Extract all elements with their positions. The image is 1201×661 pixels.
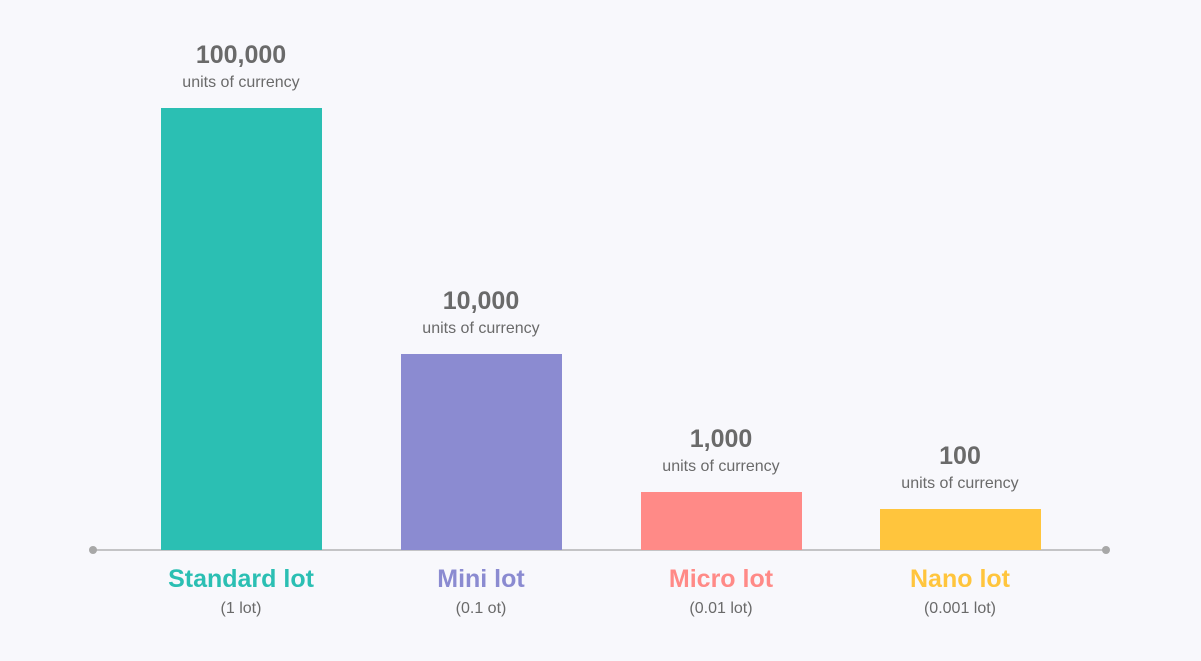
bar-1 (400, 354, 562, 550)
category-sublabel: (1 lot) (220, 600, 262, 617)
bar-3 (879, 509, 1041, 550)
data-label-value: 100,000 (195, 41, 287, 69)
category-sublabel: (0.01 lot) (689, 600, 753, 617)
category-label: Nano lot (910, 565, 1010, 593)
data-label-value: 100 (939, 442, 981, 470)
category-sublabel: (0.1 ot) (455, 600, 507, 617)
category-sublabel: (0.001 lot) (923, 600, 997, 617)
data-label-unit: units of currency (422, 320, 540, 337)
x-axis-right-dot (1102, 546, 1110, 554)
x-axis-left-dot (89, 546, 97, 554)
data-label-unit: units of currency (182, 74, 300, 91)
category-label: Micro lot (668, 565, 774, 593)
category-label: Mini lot (437, 565, 525, 593)
bar-0 (160, 108, 322, 550)
data-label-unit: units of currency (901, 475, 1019, 492)
data-label-value: 10,000 (442, 287, 520, 315)
bar-2 (640, 492, 802, 550)
data-label-unit: units of currency (662, 458, 780, 475)
category-label: Standard lot (168, 565, 314, 593)
data-label-value: 1,000 (689, 425, 753, 453)
